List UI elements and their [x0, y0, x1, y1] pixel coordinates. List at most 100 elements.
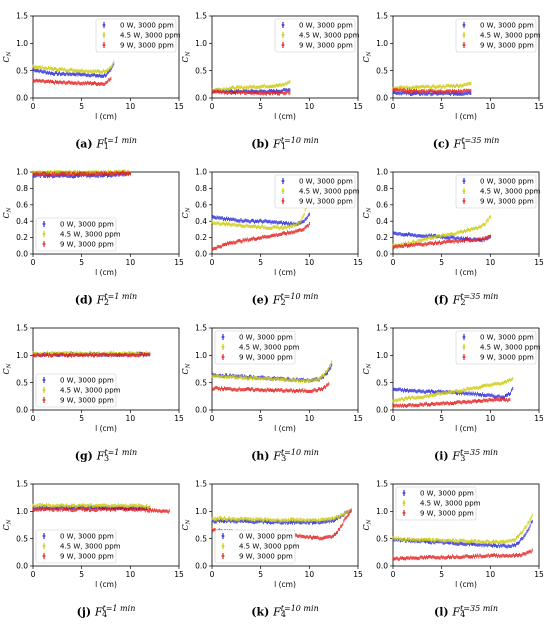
legend-label: 9 W, 3000 ppm — [299, 198, 353, 206]
caption-subscript: 1 — [461, 141, 467, 151]
series-1 — [211, 507, 352, 523]
caption-label: (b) — [251, 137, 274, 151]
subplot-f: 0 5 10 15 0.0 0.2 0.4 0.6 0.8 1.0 l (cm) CN 0 W, 300… — [362, 168, 544, 277]
x-tick-label: 10 — [126, 414, 136, 423]
series-0 — [392, 90, 472, 97]
y-tick-label: 1.5 — [376, 324, 388, 333]
caption-variable: F — [96, 293, 105, 307]
caption-l: (l) Ft=35 min 4 — [391, 604, 541, 619]
axes-frame — [392, 483, 540, 567]
caption-superscript: t=10 min — [280, 292, 319, 301]
x-axis-label: l (cm) — [455, 268, 477, 277]
caption-superscript: t=1 min — [104, 448, 138, 457]
y-tick-label: 0.4 — [195, 217, 207, 226]
caption-d: (d) Ft=1 min 2 — [31, 292, 181, 307]
legend-label: 9 W, 3000 ppm — [299, 42, 353, 50]
caption-label: (f) — [433, 293, 453, 307]
legend: 0 W, 3000 ppm 4.5 W, 3000 ppm 9 W, 3000 pp… — [455, 330, 541, 365]
x-tick-label: 5 — [258, 414, 263, 423]
x-tick-label: 15 — [353, 258, 363, 267]
caption-variable: F — [96, 137, 105, 151]
y-axis-label-main: C — [362, 56, 371, 62]
y-axis-label-sub: N — [7, 363, 13, 369]
series-2 — [211, 89, 291, 96]
x-tick-label: 10 — [486, 258, 496, 267]
y-tick-label: 1.0 — [16, 39, 28, 48]
series-1 — [392, 376, 514, 403]
y-tick-label: 0.5 — [16, 66, 28, 75]
x-tick-label: 10 — [486, 414, 496, 423]
x-tick-label: 5 — [258, 102, 263, 111]
caption-superscript: t=1 min — [104, 136, 137, 145]
y-tick-label: 0.0 — [195, 250, 207, 259]
axes-frame — [211, 327, 359, 411]
y-axis-label-main: C — [2, 56, 11, 62]
y-axis-label: CN — [2, 207, 13, 218]
x-tick-label: 0 — [210, 258, 215, 267]
y-axis-label-sub: N — [367, 51, 373, 57]
y-tick-label: 0.0 — [16, 250, 28, 259]
y-axis-label: CN — [181, 519, 192, 530]
y-axis-label: CN — [362, 51, 373, 62]
caption-label: (a) — [75, 137, 97, 151]
axes-frame — [32, 327, 180, 411]
y-tick-label: 0.5 — [195, 534, 207, 543]
series-2 — [32, 506, 170, 514]
caption-variable: F — [453, 137, 462, 151]
y-tick-label: 1.5 — [195, 12, 207, 21]
x-tick-label: 0 — [391, 570, 396, 579]
legend-label: 4.5 W, 3000 ppm — [480, 188, 541, 196]
caption-variable: F — [273, 605, 281, 619]
caption-g: (g) Ft=1 min 3 — [31, 448, 181, 463]
x-tick-label: 15 — [353, 102, 363, 111]
subplot-h: 0 5 10 15 0.0 0.5 1.0 1.5 l (cm) CN 0 W, 3000 ppm 4… — [181, 324, 363, 433]
legend-box — [274, 18, 356, 53]
legend-label: 9 W, 3000 ppm — [239, 553, 293, 561]
caption-j: (j) Ft=1 min 4 — [31, 604, 181, 619]
subplot-g: 0 5 10 15 0.0 0.5 1.0 1.5 l (cm) CN 0 W, 3000 ppm 4… — [2, 324, 184, 433]
x-tick-label: 0 — [210, 570, 215, 579]
caption-superscript: t=35 min — [460, 604, 498, 613]
x-tick-label: 5 — [79, 258, 84, 267]
y-tick-label: 1.5 — [16, 12, 28, 21]
y-tick-label: 1.0 — [195, 39, 207, 48]
x-tick-label: 5 — [79, 102, 84, 111]
x-tick-label: 10 — [126, 570, 136, 579]
caption-label: (c) — [432, 137, 454, 151]
y-tick-label: 0.6 — [195, 200, 207, 209]
x-tick-label: 5 — [79, 414, 84, 423]
y-tick-label: 0.0 — [195, 562, 207, 571]
legend-label: 4.5 W, 3000 ppm — [60, 231, 121, 239]
legend-label: 4.5 W, 3000 ppm — [420, 500, 481, 508]
caption-superscript: t=35 min — [461, 136, 500, 145]
caption-variable: F — [452, 449, 461, 463]
y-tick-label: 1.0 — [376, 507, 388, 516]
legend-label: 9 W, 3000 ppm — [60, 397, 114, 405]
legend-box — [274, 174, 356, 209]
legend-box — [214, 529, 296, 564]
series-2 — [211, 221, 310, 251]
y-tick-label: 1.5 — [376, 12, 388, 21]
legend-box — [35, 529, 117, 564]
y-axis-label: CN — [2, 51, 13, 62]
caption-subscript: 3 — [460, 453, 466, 463]
x-tick-label: 5 — [439, 414, 444, 423]
x-tick-label: 10 — [486, 102, 496, 111]
caption-label: (j) — [76, 605, 95, 619]
legend: 0 W, 3000 ppm 4.5 W, 3000 ppm 9 W, 3000 pp… — [214, 330, 300, 365]
subplot-k: 0 5 10 15 0.0 0.5 1.0 1.5 l (cm) CN 0 W, 3000 ppm 4… — [181, 480, 363, 589]
y-axis-label-sub: N — [367, 207, 373, 213]
y-axis-label: CN — [181, 207, 192, 218]
caption-label: (l) — [434, 605, 453, 619]
caption-i: (i) Ft=35 min 3 — [391, 448, 541, 463]
y-tick-label: 1.0 — [16, 351, 28, 360]
x-tick-label: 0 — [210, 102, 215, 111]
axes-frame — [392, 15, 540, 99]
x-axis-label: l (cm) — [95, 424, 117, 433]
caption-label: (d) — [74, 293, 97, 307]
legend-label: 4.5 W, 3000 ppm — [299, 32, 360, 40]
y-tick-label: 1.0 — [376, 351, 388, 360]
subplot-a: 0 5 10 15 0.0 0.5 1.0 1.5 l (cm) CN 0 W, 3000 ppm 4… — [2, 12, 184, 121]
series-0 — [32, 62, 115, 78]
